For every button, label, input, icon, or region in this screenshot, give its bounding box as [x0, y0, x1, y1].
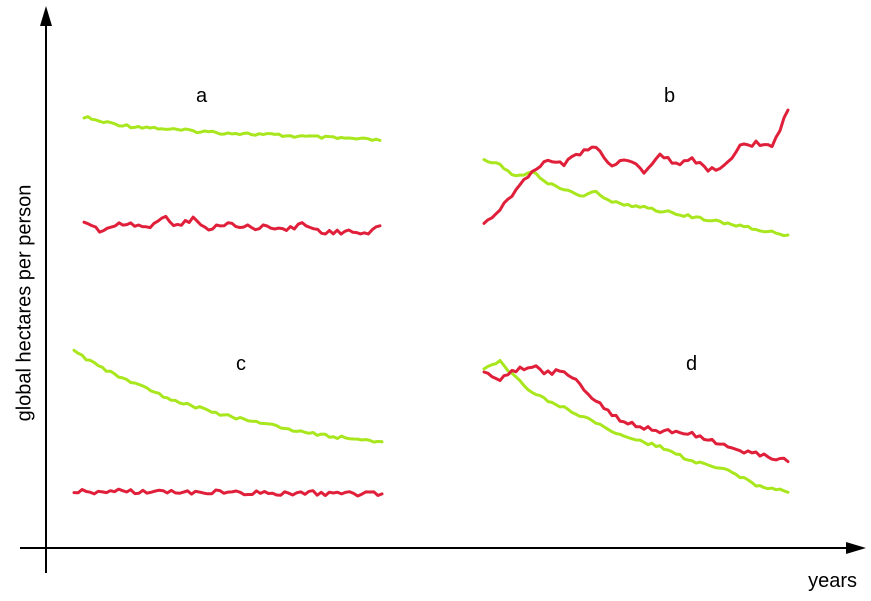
series-line-b-green [482, 158, 790, 238]
series-line-c-red [72, 487, 384, 498]
y-axis-label: global hectares per person [13, 184, 36, 422]
panel-label-a: a [196, 85, 208, 107]
x-axis-arrow [846, 542, 866, 554]
panel-label-b: b [664, 85, 675, 107]
series-line-a-green [82, 115, 382, 142]
y-axis-label-container: global hectares per person [10, 5, 40, 601]
panel-c: c [72, 348, 384, 498]
series-line-a-red [82, 214, 382, 236]
axes [20, 6, 866, 573]
panels: a b c d [72, 85, 790, 498]
series-line-d-red [482, 364, 790, 464]
panel-d: d [482, 353, 790, 494]
panel-a: a [82, 85, 382, 236]
panel-b: b [482, 85, 790, 238]
series-line-c-green [72, 348, 384, 444]
panel-label-c: c [236, 353, 246, 375]
series-line-b-red [482, 108, 790, 225]
panel-label-d: d [686, 353, 697, 375]
y-axis-arrow [40, 6, 52, 26]
x-axis-label: years [808, 570, 857, 592]
series-line-d-green [482, 359, 790, 494]
